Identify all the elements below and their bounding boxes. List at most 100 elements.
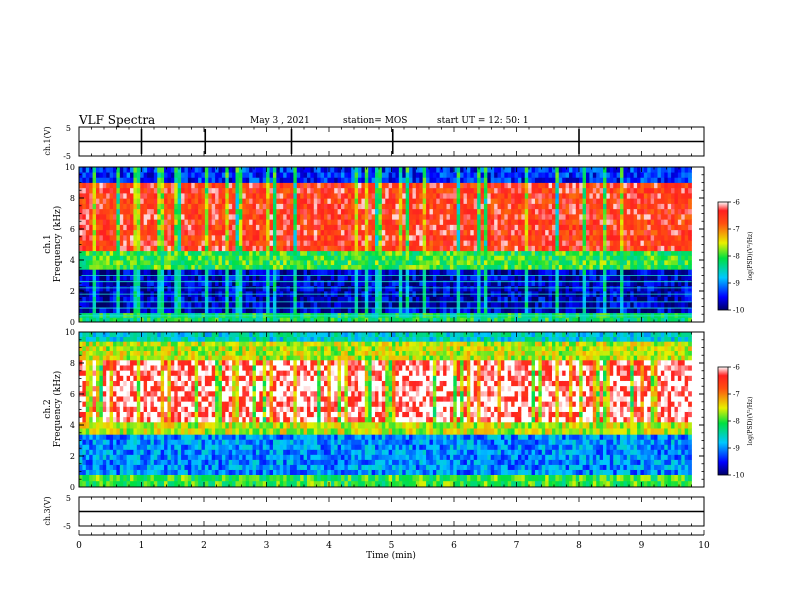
ch1-spec-cell — [466, 260, 471, 266]
ch1-spec-cell — [337, 167, 342, 173]
ch1-spec-cell — [150, 229, 155, 236]
ch1-spec-cell — [446, 240, 451, 246]
ch1-spec-cell — [412, 317, 417, 322]
ch1-spec-cell — [620, 229, 624, 236]
ch1-spec-cell — [429, 224, 434, 231]
ch1-spec-cell — [157, 234, 162, 241]
ch1-spec-cell — [123, 219, 128, 225]
ch1-spec-cell — [303, 213, 308, 220]
ch1-spec-cell — [242, 280, 247, 286]
ch1-spec-cell — [517, 240, 522, 246]
ch1-spec-cell — [565, 274, 570, 281]
ch1-spec-cell — [524, 208, 529, 215]
ch1-spec-cell — [276, 264, 281, 270]
ch1-spec-cell — [494, 317, 498, 322]
ch1-spec-cell — [150, 296, 155, 303]
ch1-spec-cell — [164, 198, 168, 204]
ch1-spec-cell — [443, 187, 447, 194]
ch1-spec-cell — [456, 280, 461, 286]
ch1-spec-cell — [351, 317, 356, 322]
ch1-spec-cell — [548, 192, 553, 199]
ch1-spec-cell — [235, 198, 240, 204]
ch1-spec-cell — [371, 234, 376, 241]
ch1-spec-cell — [497, 312, 502, 318]
ch1-spec-cell — [534, 198, 539, 204]
ch1-spec-cell — [150, 312, 155, 318]
ch1-spec-cell — [531, 167, 536, 173]
ch1-spec-cell — [517, 187, 522, 194]
ch1-spec-cell — [466, 269, 471, 276]
ch1-spec-cell — [140, 229, 145, 236]
ch1-spec-cell — [109, 264, 114, 270]
ch1-spec-cell — [347, 177, 352, 183]
ch1-spec-cell — [603, 264, 607, 270]
ch1-spec-cell — [565, 167, 570, 173]
ch1-spec-cell — [89, 269, 94, 276]
ch1-spec-cell — [344, 307, 349, 314]
ch1-spec-cell — [545, 167, 549, 173]
ch1-spec-cell — [572, 317, 577, 322]
ch1-spec-cell — [143, 219, 148, 225]
ch1-spec-cell — [582, 264, 587, 270]
ch1-spec-cell — [596, 312, 601, 318]
ch1-spec-cell — [415, 260, 420, 266]
ch1-spec-cell — [504, 172, 509, 178]
ch1-spec-cell — [586, 219, 590, 225]
ch1-spec-cell — [456, 229, 461, 236]
ch1-spec-cell — [143, 307, 148, 314]
ch1-spec-cell — [477, 229, 481, 236]
ch1-spec-cell — [456, 317, 461, 322]
ch1-spec-cell — [221, 240, 226, 246]
ch1-spec-cell — [551, 224, 556, 231]
ch1-spec-cell — [395, 296, 400, 303]
ch1-spec-cell — [140, 187, 145, 194]
ch1-spec-cell — [596, 301, 601, 308]
ch1-spec-cell — [106, 240, 111, 246]
ch1-spec-cell — [616, 317, 621, 322]
ch1-spec-cell — [626, 307, 631, 314]
ch1-spec-cell — [272, 301, 277, 308]
ch1-spec-cell — [477, 264, 481, 270]
ch1-spec-cell — [368, 182, 373, 189]
ch1-spec-cell — [609, 198, 614, 204]
ch1-spec-cell — [524, 203, 529, 210]
ch1-spec-cell — [500, 255, 505, 261]
ch1-spec-cell — [82, 240, 87, 246]
ch1-spec-cell — [551, 255, 556, 261]
ch1-spec-cell — [204, 301, 209, 308]
ch1-spec-cell — [266, 280, 270, 286]
ch1-spec-cell — [443, 203, 447, 210]
ch1-spec-cell — [569, 192, 573, 199]
ch1-spec-cell — [562, 240, 566, 246]
ch1-spec-cell — [443, 224, 447, 231]
ch1-spec-cell — [160, 285, 165, 292]
ch1-spec-cell — [579, 301, 584, 308]
ch1-spec-cell — [378, 187, 383, 194]
ch1-spec-cell — [347, 312, 352, 318]
ch1-spec-cell — [85, 269, 90, 276]
ch1-spec-cell — [289, 172, 294, 178]
ch1-spec-cell — [487, 213, 492, 220]
ch1-spec-cell — [242, 234, 247, 241]
ch1-spec-cell — [89, 250, 94, 256]
ch1-spec-cell — [255, 198, 260, 204]
ch1-spec-cell — [293, 182, 298, 189]
ch1-spec-cell — [303, 301, 308, 308]
ch1-spec-cell — [456, 167, 461, 173]
ch1-spec-cell — [449, 312, 454, 318]
ch1-spec-cell — [106, 312, 111, 318]
ch1-spec-cell — [460, 245, 464, 252]
ch1-spec-cell — [555, 187, 560, 194]
ch1-spec-cell — [463, 240, 468, 246]
ch1-spec-cell — [449, 224, 454, 231]
ch1-spec-cell — [477, 280, 481, 286]
ch1-spec-cell — [422, 177, 427, 183]
ch1-spec-cell — [228, 274, 233, 281]
ch1-spec-cell — [293, 280, 298, 286]
ch1-spec-cell — [551, 269, 556, 276]
ch1-spec-cell — [466, 280, 471, 286]
ch1-spec-cell — [586, 269, 590, 276]
ch1-spec-cell — [82, 172, 87, 178]
ch1-spec-cell — [507, 182, 512, 189]
ch1-spec-cell — [569, 208, 573, 215]
